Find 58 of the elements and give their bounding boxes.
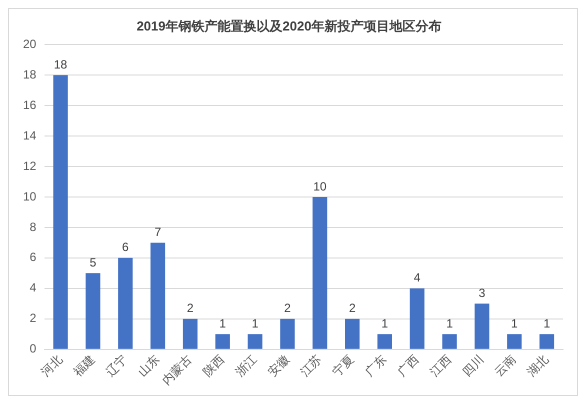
- bar: [507, 334, 522, 349]
- x-tick-label: 河北: [38, 352, 66, 379]
- bar: [118, 258, 133, 349]
- y-tick-label: 2: [30, 311, 37, 326]
- x-tick-label: 湖北: [524, 352, 552, 379]
- bar: [215, 334, 230, 349]
- bar: [410, 288, 424, 349]
- y-tick-label: 4: [30, 280, 37, 295]
- bar: [280, 318, 295, 349]
- bar: [248, 334, 262, 349]
- x-tick-label: 宁夏: [330, 352, 357, 379]
- data-label: 6: [122, 240, 130, 254]
- data-label: 2: [186, 301, 194, 316]
- x-tick-label: 四川: [460, 352, 486, 379]
- bar: [474, 304, 490, 349]
- x-tick-label: 广西: [394, 352, 422, 379]
- data-label: 1: [219, 316, 226, 330]
- y-tick-label: 0: [30, 342, 37, 356]
- bar: [377, 334, 392, 349]
- data-label: 2: [284, 301, 292, 316]
- x-tick-label: 辽宁: [102, 352, 130, 379]
- x-tick-label: 安徽: [265, 352, 292, 379]
- bar: [345, 318, 360, 349]
- data-label: 1: [252, 316, 259, 330]
- data-label: 4: [414, 270, 421, 285]
- y-tick-label: 6: [30, 250, 37, 264]
- data-label: 1: [543, 316, 550, 330]
- x-tick-label: 江西: [427, 352, 454, 379]
- y-tick-label: 14: [22, 128, 37, 142]
- data-label: 3: [478, 286, 486, 300]
- y-tick-label: 20: [22, 36, 37, 51]
- y-tick-label: 8: [30, 220, 37, 234]
- data-label: 1: [446, 316, 454, 330]
- bar: [150, 242, 166, 349]
- bar: [442, 334, 457, 349]
- data-label: 18: [54, 57, 68, 72]
- data-label: 2: [348, 301, 356, 316]
- bar: [86, 273, 100, 349]
- data-label: 10: [313, 179, 327, 194]
- y-tick-label: 18: [22, 67, 37, 82]
- x-tick-label: 云南: [492, 352, 519, 379]
- bar: [312, 196, 328, 349]
- data-label: 1: [381, 316, 388, 330]
- x-tick-label: 福建: [70, 352, 98, 379]
- bar: [540, 334, 554, 349]
- x-tick-label: 浙江: [232, 352, 260, 379]
- data-label: 5: [90, 255, 97, 270]
- x-tick-label: 陕西: [200, 352, 228, 379]
- x-tick-label: 江苏: [297, 352, 324, 379]
- bar: [182, 318, 198, 349]
- bar: [53, 75, 68, 349]
- y-tick-label: 10: [22, 189, 37, 204]
- data-label: 7: [154, 225, 162, 240]
- data-label: 1: [511, 316, 518, 330]
- y-tick-label: 16: [22, 98, 37, 112]
- y-tick-label: 12: [22, 158, 37, 173]
- chart-title: 2019年钢铁产能置换以及2020年新投产项目地区分布: [136, 18, 442, 34]
- x-tick-label: 广东: [362, 352, 390, 379]
